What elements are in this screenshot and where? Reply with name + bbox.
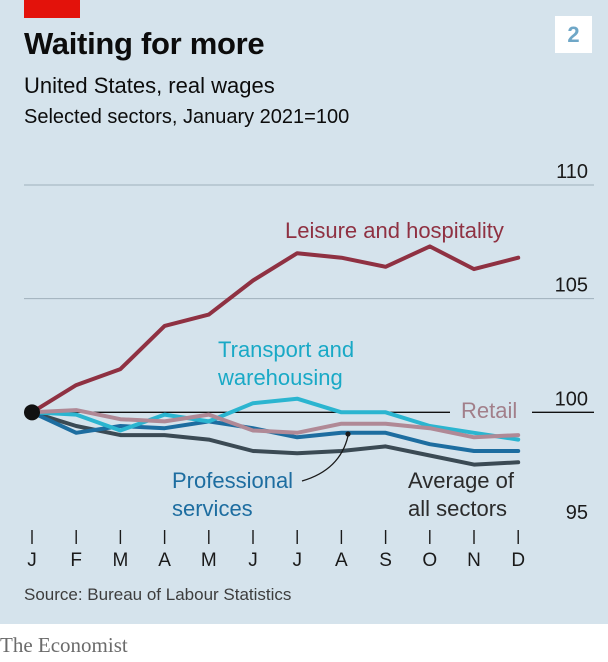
- series-line-leisure-and-hospitality: [30, 244, 521, 415]
- series-label-average: Average of: [408, 468, 515, 493]
- x-tick-label: J: [27, 550, 37, 571]
- y-tick-label: 100: [555, 388, 588, 410]
- chart-number-badge: 2: [555, 16, 592, 53]
- annotation-leader-line: [301, 435, 349, 482]
- brand-tag: [24, 0, 80, 18]
- x-tick-label: J: [292, 550, 302, 571]
- x-tick-label: D: [511, 550, 525, 571]
- x-tick-label: J: [248, 550, 258, 571]
- x-tick-label: M: [112, 550, 128, 571]
- annotation-leader-dot: [345, 431, 351, 437]
- publisher-logo: The Economist: [0, 633, 128, 657]
- y-tick-label: 110: [556, 161, 588, 183]
- x-tick-label: M: [201, 550, 217, 571]
- x-tick-label: O: [422, 550, 437, 571]
- y-tick-label: 95: [566, 502, 588, 524]
- series-label-retail: Retail: [461, 398, 517, 423]
- series-label-leisure: Leisure and hospitality: [285, 218, 504, 243]
- x-tick-label: A: [158, 550, 171, 571]
- series-label-professional-line2: services: [172, 496, 253, 521]
- series-label-transport: Transport and: [218, 337, 354, 362]
- chart-index-note: Selected sectors, January 2021=100: [24, 106, 350, 128]
- x-tick-label: S: [379, 550, 392, 571]
- series-line-retail: [30, 408, 521, 440]
- source-note: Source: Bureau of Labour Statistics: [24, 585, 292, 604]
- y-tick-label: 105: [555, 275, 588, 297]
- x-tick-label: F: [70, 550, 82, 571]
- series-line-average-of-all-sectors: [30, 410, 521, 467]
- series-label-professional: Professional: [172, 468, 293, 493]
- chart-panel: [0, 0, 608, 624]
- series-line-transport-and-warehousing: [30, 396, 521, 442]
- line-chart: 110 105 100 95 J F M A M J J A S O N D Leisure and hospi…: [24, 161, 594, 571]
- series-label-transport-line2: warehousing: [217, 365, 343, 390]
- chart-subtitle: United States, real wages: [24, 73, 275, 98]
- x-tick-label: A: [335, 550, 348, 571]
- page-title: Waiting for more: [24, 26, 265, 61]
- start-point-marker: [24, 404, 40, 421]
- series-label-average-line2: all sectors: [408, 496, 507, 521]
- x-tick-label: N: [467, 550, 481, 571]
